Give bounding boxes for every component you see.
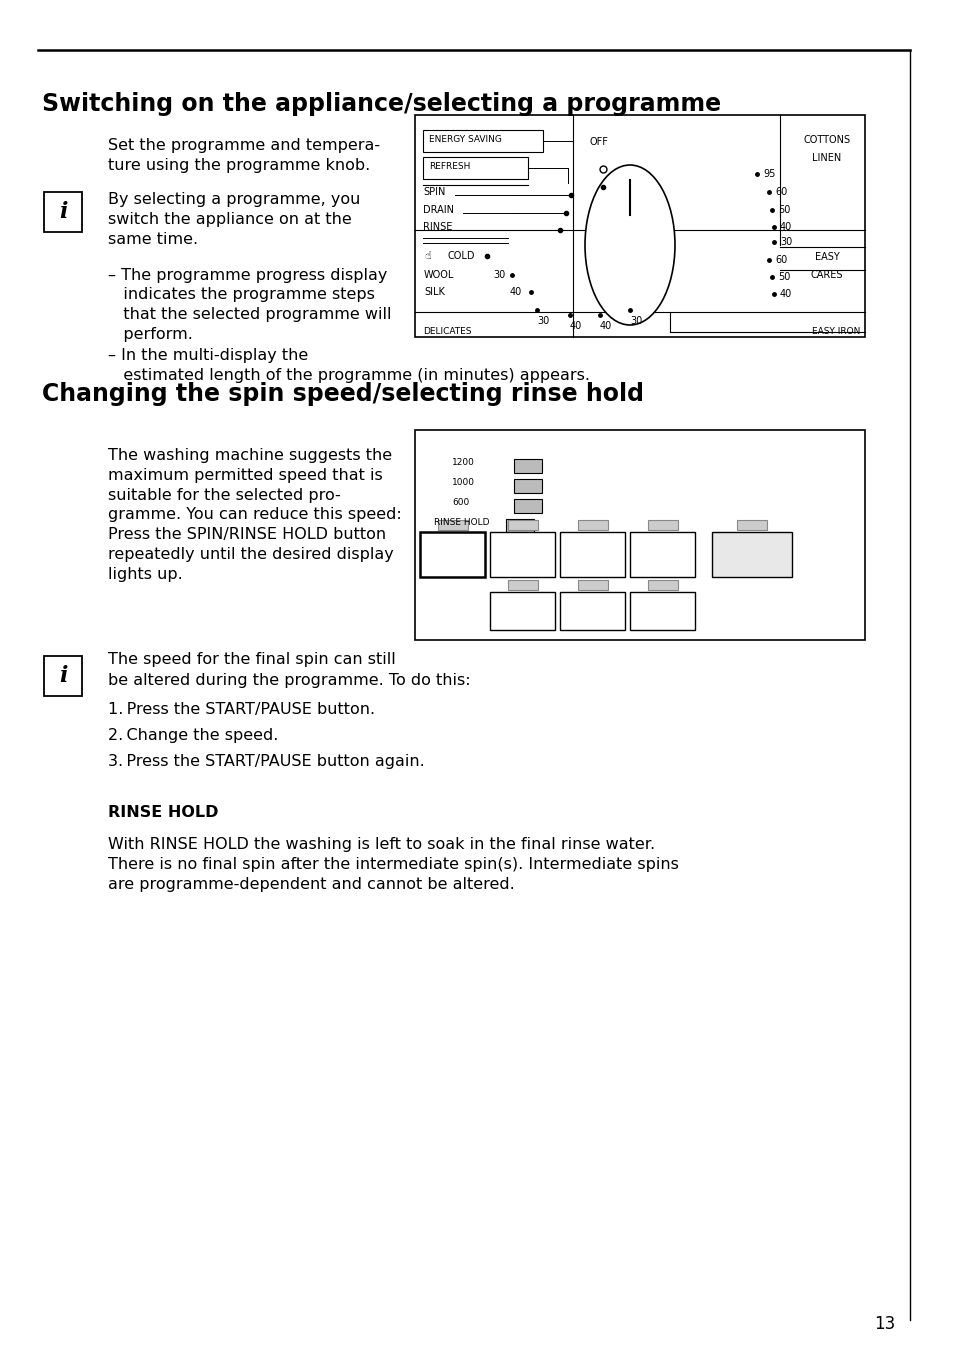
Text: i: i — [59, 665, 67, 687]
Text: 40: 40 — [510, 287, 521, 297]
Bar — [737, 521, 766, 530]
Text: – In the multi-display the: – In the multi-display the — [108, 347, 308, 362]
Text: EASY IRON: EASY IRON — [811, 327, 859, 337]
Bar — [629, 592, 695, 630]
Text: 1200: 1200 — [452, 458, 475, 466]
Text: 13: 13 — [874, 1315, 895, 1333]
Text: CARES: CARES — [810, 270, 842, 280]
Bar — [629, 531, 695, 577]
Text: be altered during the programme. To do this:: be altered during the programme. To do t… — [108, 673, 470, 688]
Text: REFRESH: REFRESH — [429, 162, 470, 170]
Text: 50: 50 — [778, 272, 789, 283]
Text: RINSE HOLD: RINSE HOLD — [108, 804, 218, 821]
Text: 40: 40 — [780, 222, 791, 233]
Text: LINEN: LINEN — [812, 153, 841, 164]
Text: 30: 30 — [780, 237, 791, 247]
Bar — [559, 592, 624, 630]
Text: 60: 60 — [774, 187, 786, 197]
Bar — [419, 531, 484, 577]
Bar — [507, 580, 537, 589]
Text: i: i — [59, 201, 67, 223]
Bar — [44, 192, 82, 233]
Bar — [422, 157, 527, 178]
Text: SILK: SILK — [423, 287, 444, 297]
Text: By selecting a programme, you
switch the appliance on at the
same time.: By selecting a programme, you switch the… — [108, 192, 360, 246]
Text: Switching on the appliance/selecting a programme: Switching on the appliance/selecting a p… — [42, 92, 720, 116]
Text: indicates the programme steps: indicates the programme steps — [108, 288, 375, 303]
Text: 40: 40 — [780, 289, 791, 299]
Bar — [490, 592, 555, 630]
Text: Set the programme and tempera-
ture using the programme knob.: Set the programme and tempera- ture usin… — [108, 138, 379, 173]
Text: 95: 95 — [762, 169, 775, 178]
Bar — [44, 656, 82, 696]
Text: OFF: OFF — [589, 137, 608, 147]
Bar — [505, 519, 534, 533]
Text: Changing the spin speed/selecting rinse hold: Changing the spin speed/selecting rinse … — [42, 383, 643, 406]
Bar — [647, 580, 677, 589]
Text: With RINSE HOLD the washing is left to soak in the final rinse water.
There is n: With RINSE HOLD the washing is left to s… — [108, 837, 679, 891]
Text: 600: 600 — [452, 498, 469, 507]
Bar — [422, 130, 542, 151]
Text: COTTONS: COTTONS — [802, 135, 850, 145]
Text: DELICATES: DELICATES — [422, 327, 471, 337]
Text: 1. Press the START/PAUSE button.: 1. Press the START/PAUSE button. — [108, 702, 375, 717]
Text: 60: 60 — [774, 256, 786, 265]
Bar — [577, 521, 607, 530]
Text: 30: 30 — [629, 316, 641, 326]
Text: The washing machine suggests the
maximum permitted speed that is
suitable for th: The washing machine suggests the maximum… — [108, 448, 401, 581]
Text: estimated length of the programme (in minutes) appears.: estimated length of the programme (in mi… — [108, 368, 589, 383]
Text: ☝: ☝ — [423, 251, 431, 261]
Text: – The programme progress display: – The programme progress display — [108, 268, 387, 283]
Bar — [577, 580, 607, 589]
Text: ENERGY SAVING: ENERGY SAVING — [429, 135, 501, 145]
Text: perform.: perform. — [108, 326, 193, 342]
Text: 2. Change the speed.: 2. Change the speed. — [108, 727, 278, 744]
Bar — [415, 115, 864, 337]
Bar — [711, 531, 791, 577]
Text: 3. Press the START/PAUSE button again.: 3. Press the START/PAUSE button again. — [108, 754, 424, 769]
Text: COLD: COLD — [447, 251, 474, 261]
Bar — [514, 458, 541, 473]
Bar — [437, 521, 467, 530]
Ellipse shape — [584, 165, 675, 324]
Text: RINSE: RINSE — [422, 222, 452, 233]
Text: 30: 30 — [537, 316, 549, 326]
Text: RINSE HOLD: RINSE HOLD — [434, 518, 489, 527]
Bar — [490, 531, 555, 577]
Text: 40: 40 — [569, 320, 581, 331]
Bar — [647, 521, 677, 530]
Bar — [514, 479, 541, 493]
Text: DRAIN: DRAIN — [422, 206, 454, 215]
Bar — [507, 521, 537, 530]
Bar — [415, 430, 864, 639]
Text: 30: 30 — [493, 270, 505, 280]
Text: that the selected programme will: that the selected programme will — [108, 307, 391, 322]
Bar — [514, 499, 541, 512]
Text: 1000: 1000 — [452, 479, 475, 487]
Text: EASY: EASY — [814, 251, 839, 262]
Bar — [559, 531, 624, 577]
Text: SPIN: SPIN — [422, 187, 445, 197]
Text: The speed for the final spin can still: The speed for the final spin can still — [108, 652, 395, 667]
Text: WOOL: WOOL — [423, 270, 454, 280]
Text: 40: 40 — [599, 320, 612, 331]
Text: 50: 50 — [778, 206, 789, 215]
